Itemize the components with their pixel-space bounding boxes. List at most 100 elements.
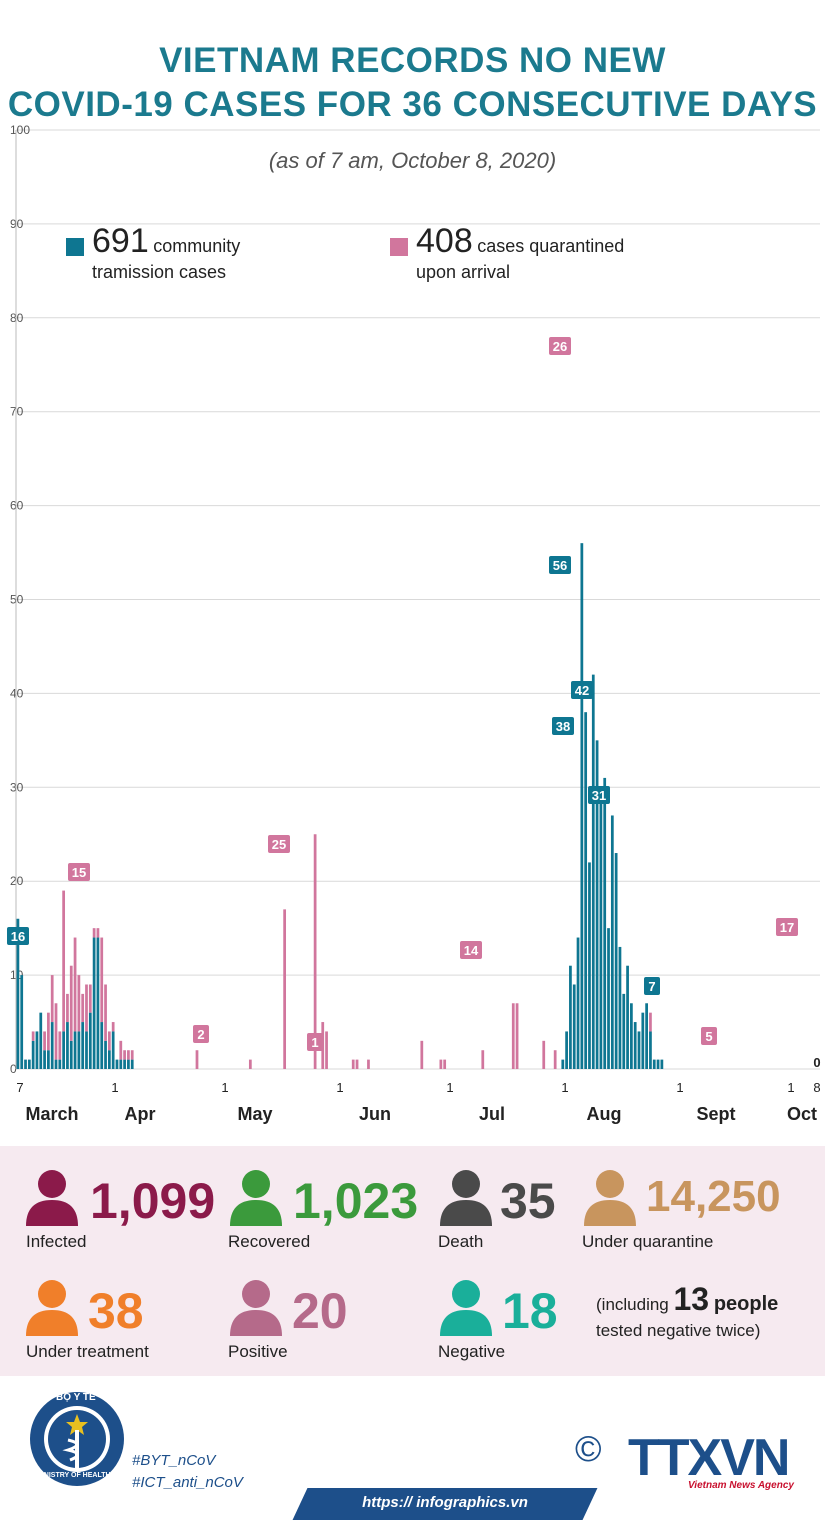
legend-community: 691 community	[92, 222, 240, 261]
x-tick-label: 1	[221, 1080, 228, 1095]
bar-community	[584, 712, 588, 1069]
y-tick-label: 80	[10, 311, 24, 325]
annotation-box	[644, 977, 660, 995]
bar-quarantined	[443, 1059, 447, 1069]
bar-quarantined	[511, 1003, 515, 1069]
recovered-label: Recovered	[228, 1232, 311, 1251]
bar-quarantined	[119, 1040, 123, 1060]
y-tick-label: 0	[10, 1062, 17, 1076]
bar-community	[92, 937, 96, 1069]
month-label: Sept	[696, 1104, 735, 1124]
bar-quarantined	[313, 834, 317, 1069]
x-tick-label: 1	[561, 1080, 568, 1095]
bar-community	[123, 1059, 126, 1069]
annotation-label: 16	[11, 929, 25, 944]
bar-quarantined	[325, 1031, 328, 1069]
bar-community	[645, 1003, 648, 1069]
bar-quarantined	[553, 1050, 557, 1069]
month-label: May	[237, 1104, 272, 1124]
bar-community	[104, 1040, 107, 1069]
bar-community	[603, 777, 607, 1069]
bar-quarantined	[649, 1012, 652, 1032]
bar-quarantined	[69, 965, 73, 1041]
bar-quarantined	[283, 909, 287, 1069]
bar-quarantined	[439, 1059, 443, 1069]
bar-community	[54, 1059, 58, 1069]
bar-community	[20, 975, 24, 1069]
stats-panel: 1,099 Infected 1,023 Recovered 35 Death …	[0, 1146, 825, 1376]
annotation-label: 26	[553, 339, 567, 354]
y-tick-label: 100	[10, 123, 30, 137]
bar-community	[43, 1050, 46, 1069]
annotation-label: 0	[813, 1055, 820, 1070]
annotation-box	[701, 1027, 717, 1045]
positive-person-icon	[230, 1280, 282, 1336]
bar-quarantined	[195, 1050, 199, 1069]
hashtags: #BYT_nCoV #ICT_anti_nCoV	[132, 1450, 243, 1494]
bar-community	[591, 674, 595, 1069]
bar-community	[50, 1022, 54, 1069]
title-line-2: COVID-19 CASES FOR 36 CONSECUTIVE DAYS	[7, 85, 818, 124]
bar-community	[607, 928, 610, 1069]
bar-quarantined	[111, 1022, 115, 1032]
month-label: Apr	[125, 1104, 156, 1124]
annotation-label: 7	[648, 979, 655, 994]
bar-community	[130, 1059, 134, 1069]
bar-community	[77, 1031, 81, 1069]
bar-quarantined	[100, 937, 104, 1023]
annotation-label: 14	[464, 943, 479, 958]
quarantine-person-icon	[584, 1170, 636, 1226]
bar-quarantined	[92, 928, 96, 938]
bar-community	[35, 1031, 39, 1069]
bar-community	[16, 918, 20, 1069]
infected-value: 1,099	[90, 1173, 216, 1229]
y-tick-label: 50	[10, 593, 24, 607]
bar-community	[127, 1059, 130, 1069]
bar-quarantined	[351, 1059, 355, 1069]
bar-community	[633, 1022, 637, 1069]
bar-community	[111, 1031, 115, 1069]
bar-community	[626, 965, 629, 1069]
note-pre: (including	[596, 1295, 669, 1314]
legend-community-swatch	[66, 238, 84, 256]
x-tick-label: 1	[446, 1080, 453, 1095]
legend-community-number: 691	[92, 222, 149, 260]
bar-community	[652, 1059, 656, 1069]
y-tick-label: 30	[10, 780, 24, 794]
recovered-person-icon	[230, 1170, 282, 1226]
bar-quarantined	[73, 937, 77, 1032]
bar-community	[576, 937, 580, 1069]
annotation-box	[193, 1025, 209, 1043]
bar-quarantined	[50, 975, 54, 1023]
x-tick-label: 1	[336, 1080, 343, 1095]
month-label: March	[25, 1104, 78, 1124]
bar-community	[88, 1012, 92, 1069]
note-line2: tested negative twice)	[596, 1321, 761, 1340]
bar-community	[614, 853, 618, 1069]
bar-community	[588, 862, 591, 1069]
bar-quarantined	[481, 1050, 485, 1069]
negative-note: (including 13 people tested negative twi…	[596, 1283, 779, 1344]
y-tick-label: 40	[10, 686, 24, 700]
y-tick-label: 70	[10, 405, 24, 419]
ministry-top-text: BỘ Y TẾ	[56, 1392, 96, 1403]
bar-quarantined	[130, 1050, 134, 1060]
bar-community	[630, 1003, 633, 1069]
annotation-label: 42	[575, 683, 589, 698]
bar-community	[641, 1012, 645, 1069]
cases-chart: 0102030405060708090100 16152251142656384…	[7, 123, 821, 1124]
annotation-box	[460, 941, 482, 959]
bar-community	[618, 946, 622, 1069]
y-tick-label: 60	[10, 499, 24, 513]
bar-quarantined	[355, 1059, 359, 1069]
note-post: people	[713, 1293, 779, 1315]
copyright-icon: ©	[575, 1428, 602, 1469]
x-tick-label: 1	[111, 1080, 118, 1095]
legend-quarantined-text2: upon arrival	[416, 262, 511, 282]
bar-quarantined	[62, 890, 66, 1032]
url-link[interactable]: https:// infographics.vn	[362, 1494, 528, 1511]
bar-quarantined	[58, 1031, 62, 1060]
annotation-label: 56	[553, 558, 567, 573]
month-label: Jun	[359, 1104, 391, 1124]
month-label: Oct	[787, 1104, 817, 1124]
